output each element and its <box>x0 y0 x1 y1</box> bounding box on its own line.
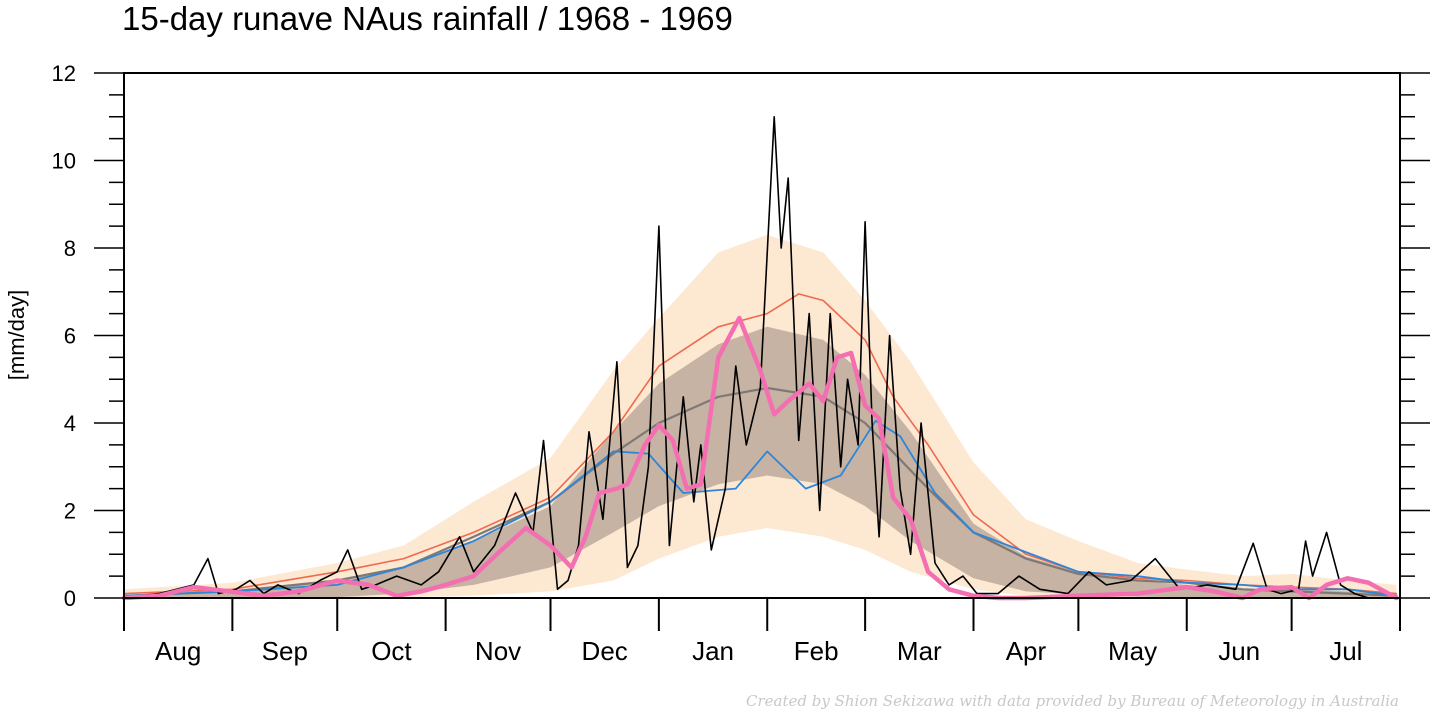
runave-line <box>121 315 1399 601</box>
y-tick-label: 6 <box>64 324 76 349</box>
y-axis: 0 2 4 6 8 10 12 <box>52 61 1430 611</box>
x-tick-label: Sep <box>262 636 308 666</box>
x-tick-label: May <box>1108 636 1157 666</box>
plot-area <box>121 116 1399 601</box>
credit-note: Created by Shion Sekizawa with data prov… <box>746 692 1399 710</box>
chart-title: 15-day runave NAus rainfall / 1968 - 196… <box>122 0 733 37</box>
x-tick-label: Dec <box>582 636 628 666</box>
y-tick-label: 0 <box>64 586 76 611</box>
x-tick-label: Oct <box>371 636 412 666</box>
x-axis: Aug Sep Oct Nov Dec Jan Feb Mar Apr May Jun Jul <box>123 598 1401 666</box>
y-tick-label: 10 <box>52 149 76 174</box>
x-tick-label: Apr <box>1006 636 1047 666</box>
y-axis-label: [mm/day] <box>4 290 29 380</box>
y-tick-label: 4 <box>64 411 76 436</box>
prev-year-line <box>123 419 1398 597</box>
daily-line <box>123 116 1398 599</box>
x-tick-label: Nov <box>475 636 521 666</box>
x-tick-label: Jun <box>1218 636 1260 666</box>
y-tick-label: 12 <box>52 61 76 86</box>
x-tick-label: Jan <box>692 636 734 666</box>
x-tick-label: Jul <box>1329 636 1362 666</box>
x-tick-label: Aug <box>155 636 201 666</box>
mean-line <box>123 293 1398 595</box>
inner-band <box>124 326 1397 598</box>
x-tick-label: Feb <box>794 636 839 666</box>
y-tick-label: 2 <box>64 499 76 524</box>
x-tick-label: Mar <box>897 636 942 666</box>
y-tick-label: 8 <box>64 236 76 261</box>
